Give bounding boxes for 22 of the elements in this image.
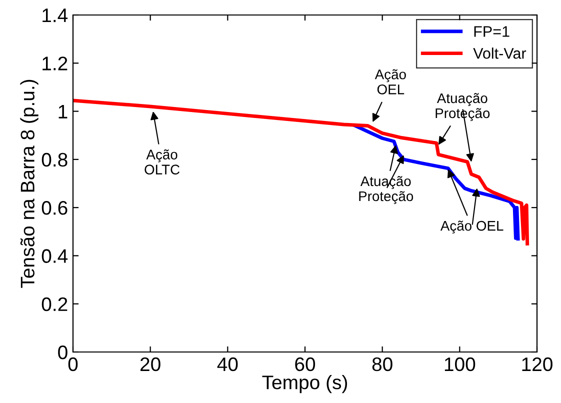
x-tick-label: 20 [140,357,160,372]
annotation: Ação OEL [440,220,504,234]
y-tick-label: 0.4 [42,249,68,263]
x-tick-label: 100 [444,357,476,372]
x-axis-title: Tempo (s) [262,374,348,394]
y-tick-label: 0.8 [42,152,68,167]
x-tick-label: 80 [372,357,392,372]
x-tick-label: 40 [217,357,238,372]
annotation: Ação OLTC [144,149,180,174]
legend-label: FP=1 [474,26,510,37]
y-tick-label: 1 [58,104,68,118]
y-tick-label: 0.2 [42,297,68,312]
y-tick-label: 0.6 [42,201,68,215]
annotation: Ação OEL [374,69,406,94]
y-tick-label: 0 [58,345,68,360]
x-tick-label: 120 [522,357,552,372]
legend-label: Volt-Var [473,48,526,59]
y-tick-label: 1.4 [42,8,68,22]
y-axis-title: Tensão na Barra 8 (p.u.) [20,80,38,288]
x-tick-label: 60 [295,357,316,372]
x-tick-label: 0 [68,357,78,372]
y-tick-label: 1.2 [42,56,68,70]
